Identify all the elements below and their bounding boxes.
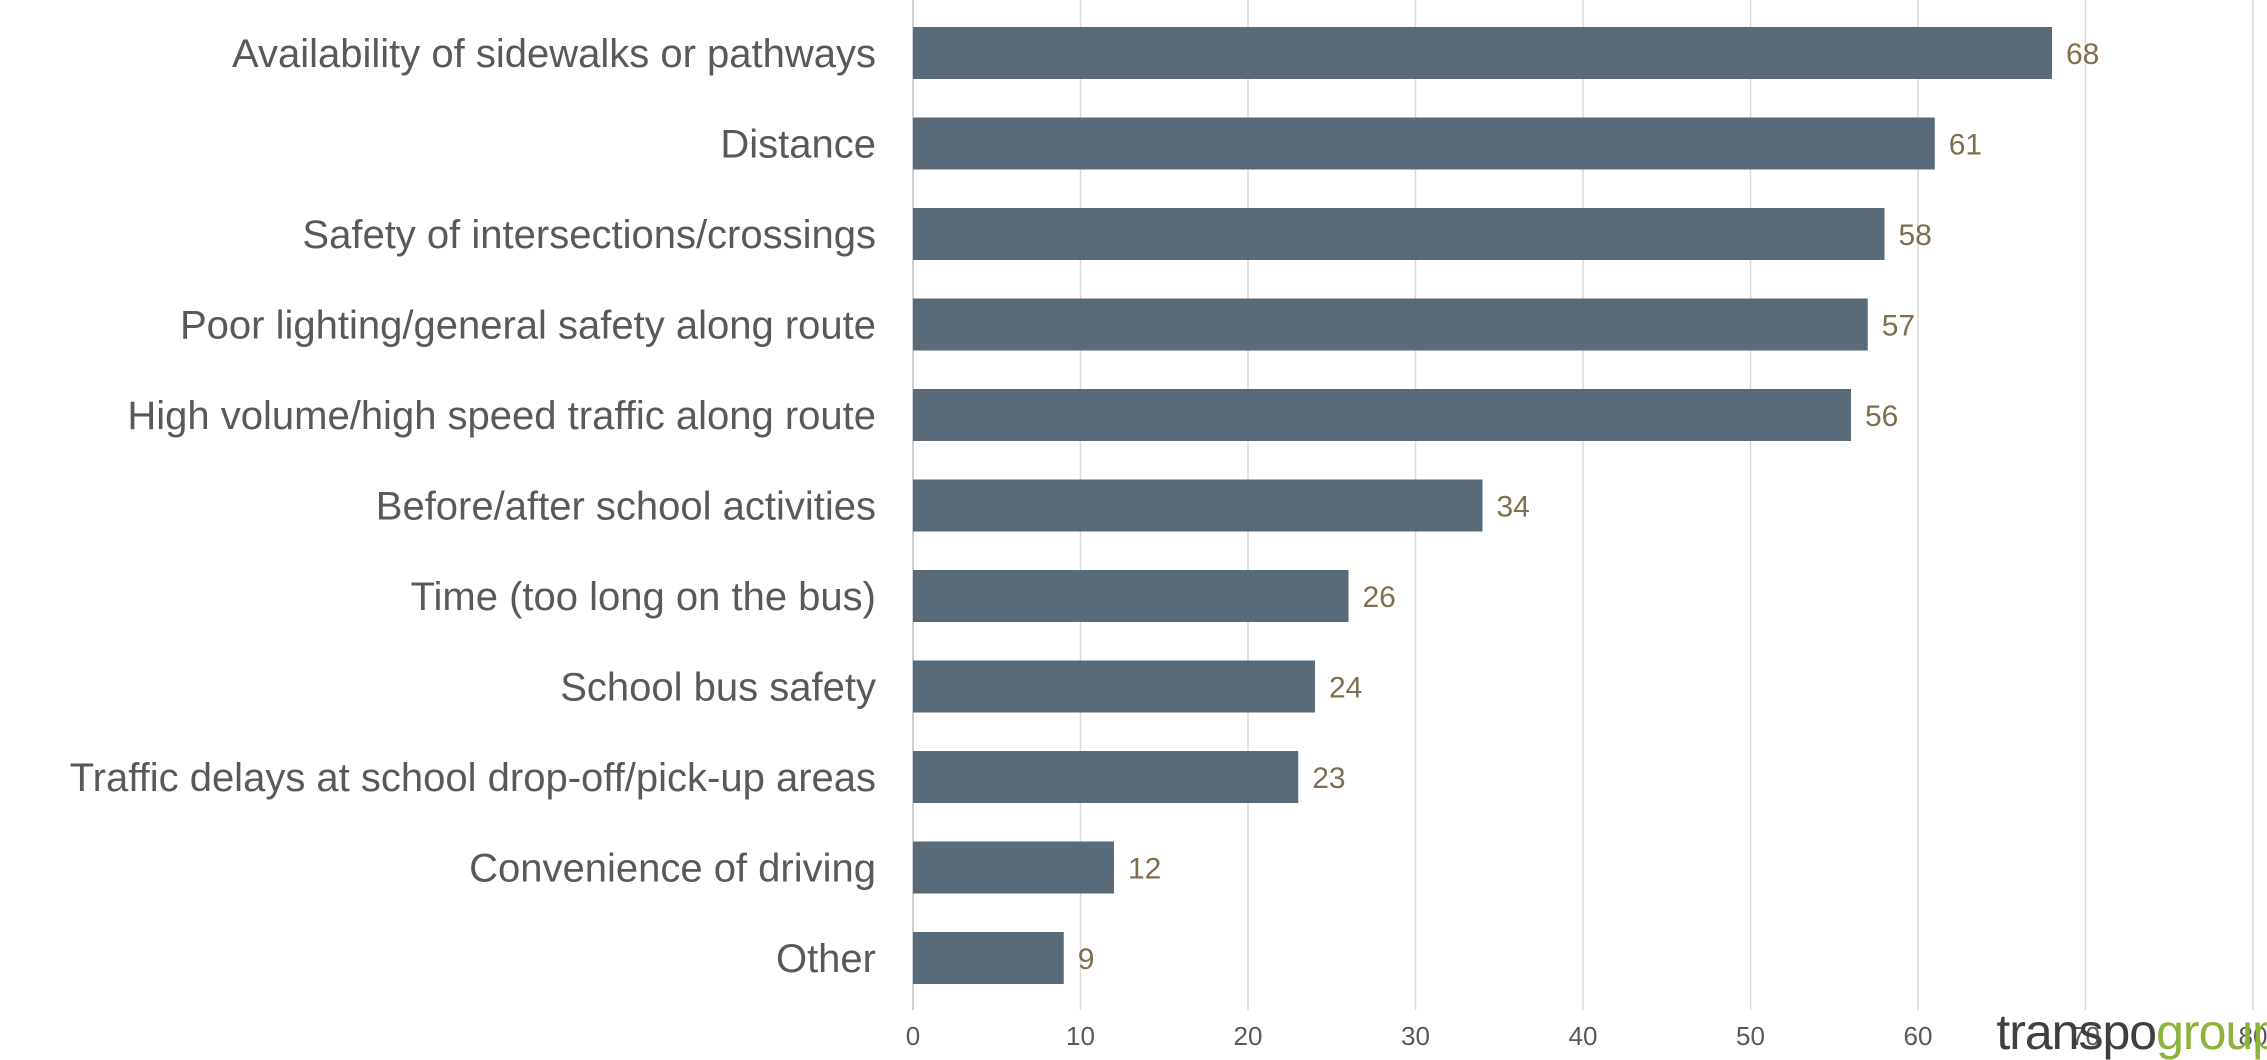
value-label-6: 34 [1497, 491, 1530, 524]
category-label-9: Traffic delays at school drop-off/pick-u… [70, 756, 876, 800]
bar-6 [913, 479, 1483, 532]
category-label-4: Poor lighting/general safety along route [180, 304, 876, 348]
transpogroup-logo: transpogroup [1996, 1007, 2267, 1057]
x-tick-label-40: 40 [1569, 1021, 1598, 1051]
category-label-3: Safety of intersections/crossings [302, 213, 876, 257]
x-tick-label-30: 30 [1401, 1021, 1430, 1051]
value-label-2: 61 [1949, 129, 1982, 162]
category-labels: Availability of sidewalks or pathways Dis… [70, 32, 876, 981]
bar-7 [913, 570, 1349, 622]
bar-11 [913, 932, 1064, 984]
x-tick-label-60: 60 [1904, 1021, 1933, 1051]
bar-2 [913, 117, 1935, 170]
bar-8 [913, 660, 1315, 713]
bar-5 [913, 389, 1851, 441]
value-label-9: 23 [1312, 762, 1345, 795]
x-tick-label-80: 80 [2239, 1021, 2267, 1051]
logo-text-group: group [2156, 1004, 2267, 1060]
category-label-10: Convenience of driving [469, 847, 876, 891]
value-label-11: 9 [1078, 943, 1095, 976]
category-label-7: Time (too long on the bus) [411, 575, 876, 619]
logo-text-transpo: transpo [1996, 1004, 2157, 1060]
x-tick-label-10: 10 [1066, 1021, 1095, 1051]
category-label-2: Distance [720, 123, 876, 167]
value-label-7: 26 [1363, 581, 1396, 614]
value-label-4: 57 [1882, 310, 1915, 343]
category-label-11: Other [776, 937, 876, 981]
x-tick-label-50: 50 [1736, 1021, 1765, 1051]
category-label-6: Before/after school activities [376, 485, 876, 529]
value-label-10: 12 [1128, 853, 1161, 886]
x-tick-label-0: 0 [906, 1021, 920, 1051]
bar-9 [913, 751, 1299, 803]
x-tick-label-20: 20 [1234, 1021, 1263, 1051]
bar-3 [913, 208, 1885, 260]
value-labels: 68 61 58 57 56 34 26 24 23 12 9 [1078, 38, 2100, 976]
bar-4 [913, 298, 1868, 351]
value-label-5: 56 [1865, 400, 1898, 433]
bar-1 [913, 27, 2052, 79]
value-label-8: 24 [1329, 672, 1362, 705]
value-label-1: 68 [2066, 38, 2099, 71]
category-label-5: High volume/high speed traffic along rou… [127, 394, 876, 438]
value-label-3: 58 [1899, 219, 1932, 252]
category-label-1: Availability of sidewalks or pathways [232, 32, 876, 76]
category-label-8: School bus safety [560, 666, 876, 710]
bar-10 [913, 841, 1114, 894]
x-axis-tick-labels: 0 10 20 30 40 50 60 70 80 [906, 1021, 2267, 1051]
bars [913, 27, 2052, 984]
x-tick-label-70: 70 [2071, 1021, 2100, 1051]
